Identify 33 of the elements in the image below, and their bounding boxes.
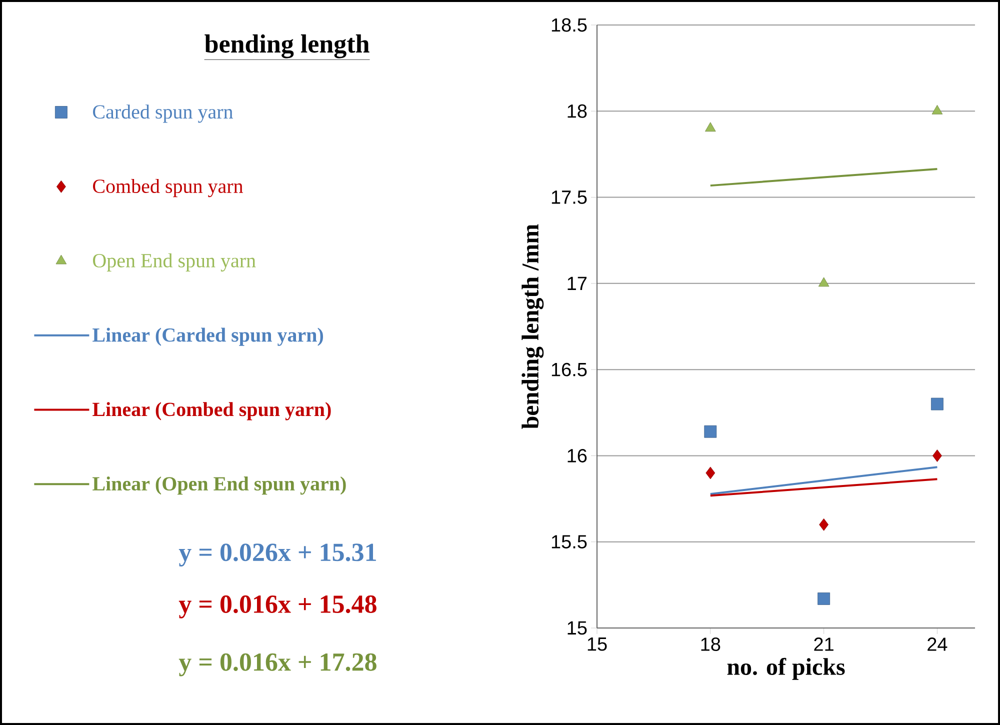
legend-label: Linear (Open End spun yarn) [92, 476, 346, 495]
y-tick-label: 18 [568, 104, 587, 118]
y-tick-label: 17.5 [552, 190, 587, 204]
x-tick-label: 21 [814, 638, 834, 651]
legend-label: Linear (Combed spun yarn) [92, 402, 331, 420]
y-tick-label: 16 [568, 448, 587, 462]
y-tick-label: 15 [568, 621, 587, 635]
legend-label: Open End spun yarn [93, 253, 256, 272]
legend-label: Carded spun yarn [93, 104, 233, 123]
text: y = 0.016x + 15.48 [178, 595, 376, 618]
point [705, 122, 716, 132]
point [704, 425, 717, 438]
x-tick-label: 15 [588, 638, 607, 651]
text: y = 0.026x + 15.31 [178, 544, 376, 566]
point [931, 398, 944, 410]
x-tick-label: 24 [928, 638, 948, 651]
x-tick-label: 18 [701, 638, 720, 651]
point [818, 592, 830, 605]
point [706, 466, 716, 480]
legend-label: Combed spun yarn [93, 178, 243, 198]
y-tick-label: 15.5 [552, 535, 587, 548]
y-tick-label: 16.5 [552, 362, 587, 376]
y-axis-title: bending length /mm [522, 224, 544, 429]
point [818, 277, 830, 287]
point [932, 104, 943, 114]
text: bending length [204, 34, 370, 58]
y-tick-label: 17 [568, 276, 587, 290]
y-tick-label: 18.5 [552, 18, 587, 32]
text: y = 0.016x + 17.28 [178, 653, 376, 676]
legend-label: Linear (Carded spun yarn) [92, 328, 324, 346]
x-axis-title: no. of picks [727, 658, 845, 680]
point [932, 450, 942, 462]
point [819, 518, 829, 531]
